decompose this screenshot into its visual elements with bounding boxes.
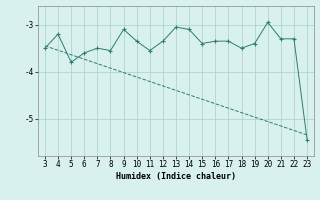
X-axis label: Humidex (Indice chaleur): Humidex (Indice chaleur): [116, 172, 236, 181]
